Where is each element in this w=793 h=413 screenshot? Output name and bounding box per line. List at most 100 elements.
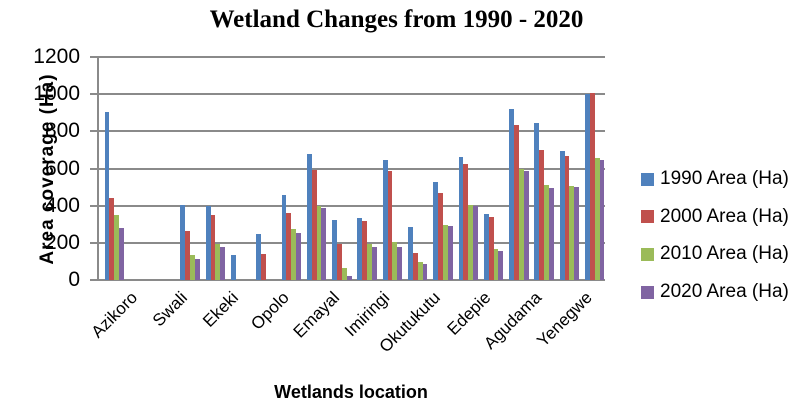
bar-1990 [458, 157, 464, 280]
bar-2010 [468, 204, 474, 280]
bar-2020 [447, 226, 453, 280]
bar-2010 [417, 262, 423, 280]
chart-title: Wetland Changes from 1990 - 2020 [209, 6, 584, 33]
y-tick-label: 600 [44, 156, 80, 180]
y-tick [89, 130, 98, 133]
bar-2000 [185, 231, 191, 280]
bar-2000 [387, 171, 393, 280]
bar-1990 [281, 195, 287, 280]
bar-1990 [306, 153, 312, 280]
x-axis-line [97, 279, 605, 281]
bar-2000 [438, 192, 443, 280]
bar-1990 [256, 234, 262, 280]
x-category-label: Ekeki [199, 288, 242, 331]
bar-2000 [514, 124, 519, 280]
legend-label: 2020 Area (Ha) [660, 281, 789, 303]
legend-label: 2000 Area (Ha) [660, 205, 789, 227]
bar-2010 [341, 268, 347, 280]
y-tick-label: 0 [68, 268, 80, 291]
bar-2010 [367, 243, 372, 280]
legend-swatch-icon [641, 285, 654, 299]
y-tick-label: 800 [44, 119, 80, 143]
bar-2020 [220, 246, 226, 280]
bar-1990 [483, 213, 489, 280]
gridline [97, 167, 605, 170]
bar-2000 [564, 156, 570, 280]
y-tick [89, 56, 98, 58]
bar-1990 [585, 94, 590, 280]
y-tick [89, 204, 98, 207]
x-category-label: Emayal [289, 288, 344, 342]
x-category-label: Opolo [246, 288, 293, 334]
bar-1990 [104, 111, 110, 280]
bar-2020 [599, 159, 605, 280]
bar-2010 [190, 254, 195, 280]
legend-label: 1990 Area (Ha) [660, 168, 789, 189]
bar-2010 [291, 228, 297, 280]
bar-2000 [210, 214, 216, 280]
bar-2000 [311, 169, 317, 280]
bar-1990 [205, 205, 211, 280]
y-tick [89, 167, 98, 170]
x-category-label: Yenegwe [533, 288, 596, 351]
legend: 1990 Area (Ha) 2000 Area (Ha) 2010 Area (H… [641, 0, 793, 413]
bar-2000 [362, 221, 368, 280]
legend-item: 2000 Area (Ha) [641, 206, 789, 228]
bar-2020 [498, 251, 504, 280]
bar-2010 [316, 205, 322, 280]
bar-2000 [261, 253, 266, 280]
bar-1990 [534, 122, 540, 280]
y-axis-line [96, 57, 99, 281]
gridline [97, 93, 605, 96]
x-axis-title: Wetlands location [274, 382, 428, 402]
bar-2020 [321, 208, 327, 280]
bar-2020 [119, 228, 124, 280]
bar-2000 [337, 243, 342, 280]
y-tick-label: 200 [44, 230, 80, 254]
x-category-label: Azikoro [87, 288, 141, 342]
legend-item: 2020 Area (Ha) [641, 281, 789, 303]
bar-2010 [493, 249, 499, 280]
bar-2000 [286, 212, 292, 280]
bar-2010 [518, 168, 524, 280]
bar-2020 [346, 276, 352, 280]
gridline [97, 241, 605, 244]
y-tick-label: 1200 [33, 45, 80, 68]
bar-1990 [382, 160, 388, 280]
y-tick [89, 279, 98, 281]
legend-item: 1990 Area (Ha) [641, 168, 789, 190]
bar-2020 [548, 188, 554, 280]
legend-swatch-icon [641, 247, 654, 261]
legend-swatch-icon [641, 172, 654, 186]
bar-2020 [195, 259, 200, 280]
bar-1990 [332, 219, 337, 280]
bar-2010 [594, 158, 600, 280]
bar-1990 [231, 254, 236, 280]
bar-1990 [433, 182, 439, 280]
bar-2020 [397, 247, 403, 280]
gridline [97, 204, 605, 207]
bar-2010 [114, 214, 120, 280]
bar-2020 [372, 246, 377, 280]
bar-2010 [392, 242, 398, 280]
bar-2000 [412, 252, 418, 280]
bar-1990 [509, 109, 514, 280]
bar-2000 [463, 163, 469, 280]
y-tick-label: 400 [44, 193, 80, 217]
bar-2010 [569, 185, 575, 280]
bar-2000 [589, 92, 595, 280]
legend-label: 2010 Area (Ha) [660, 243, 789, 265]
legend-swatch-icon [641, 210, 654, 224]
bar-1990 [180, 204, 186, 280]
bar-2020 [574, 187, 580, 280]
bar-1990 [408, 226, 413, 280]
y-tick [89, 241, 98, 244]
y-tick-label: 1000 [33, 82, 80, 106]
bar-2020 [296, 232, 301, 280]
bar-2000 [539, 150, 545, 280]
y-tick [89, 93, 98, 96]
gridline [97, 130, 605, 133]
bar-2020 [422, 264, 428, 280]
x-category-label: Swali [149, 288, 192, 331]
